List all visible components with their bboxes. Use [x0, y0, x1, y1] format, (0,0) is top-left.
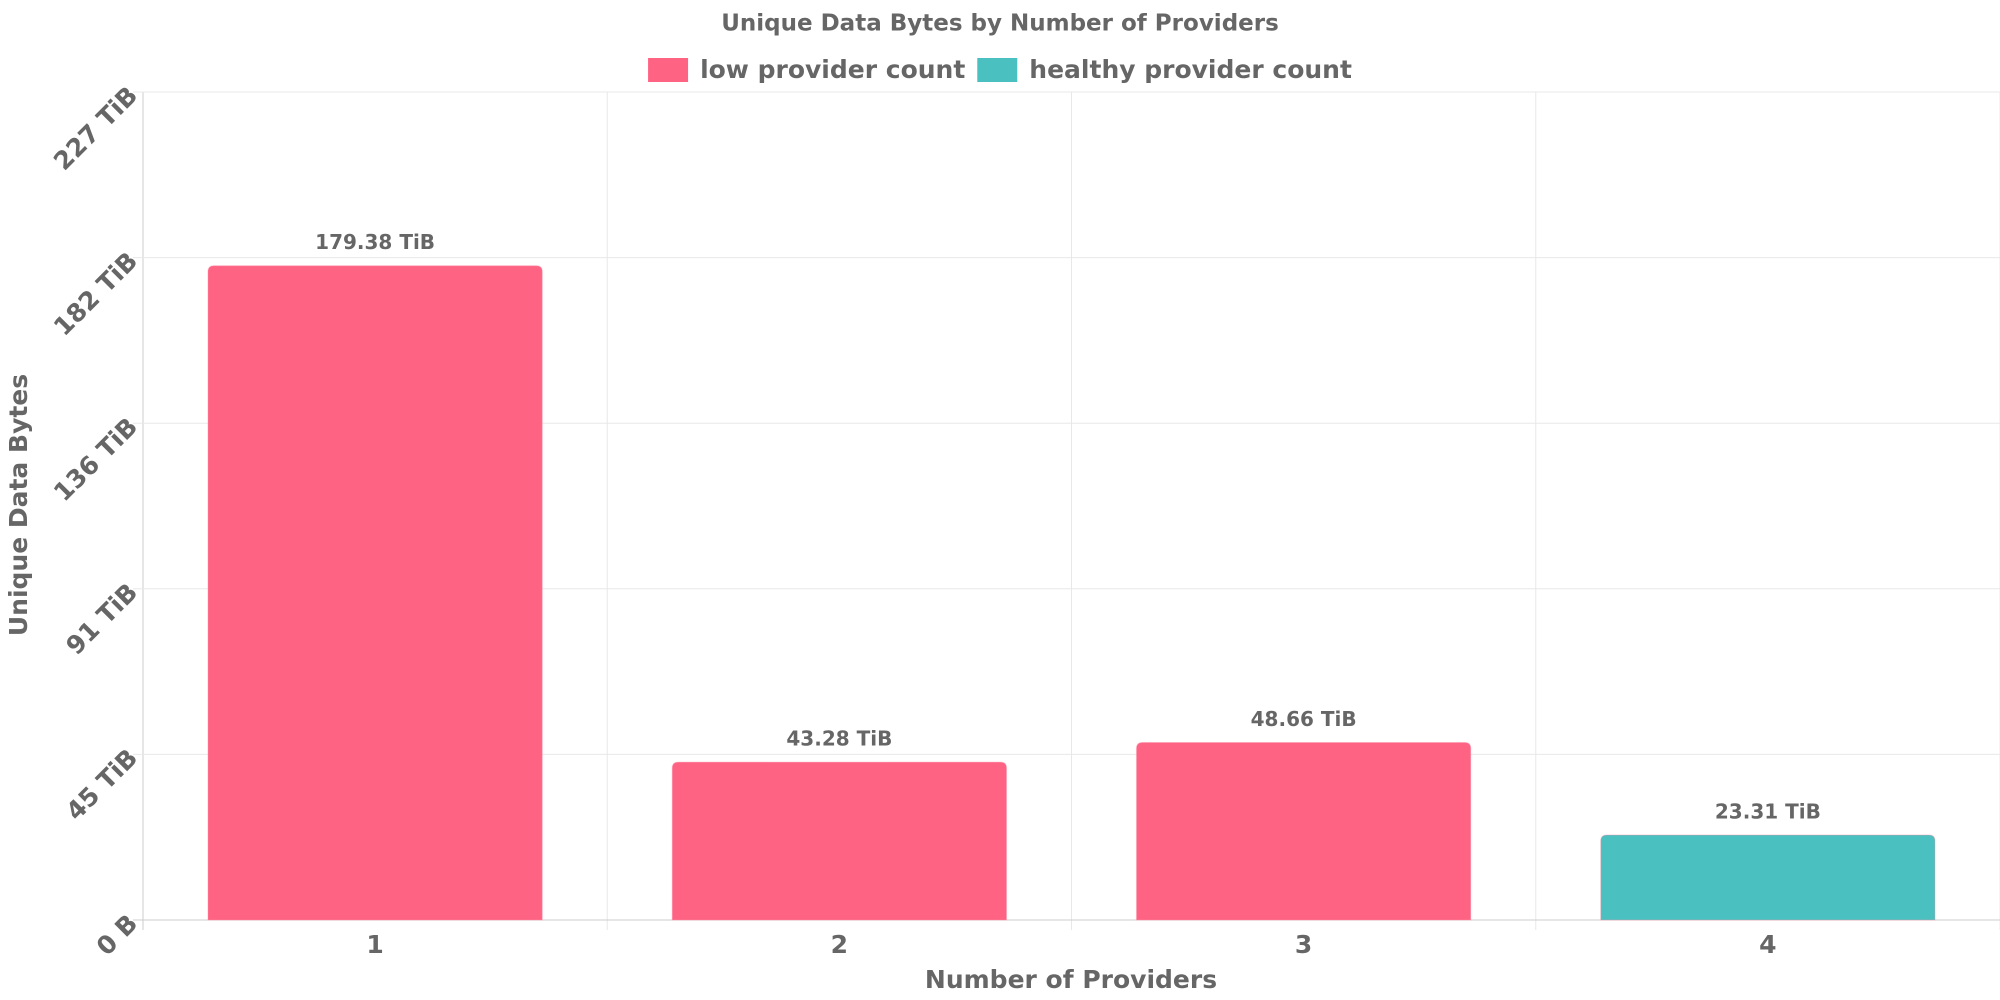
x-axis-label: Number of Providers	[925, 965, 1217, 994]
value-label: 179.38 TiB	[315, 230, 435, 254]
y-tick-label: 227 TiB	[48, 81, 143, 176]
x-tick-label: 1	[366, 930, 383, 959]
legend-label: low provider count	[700, 55, 965, 84]
value-label: 48.66 TiB	[1251, 707, 1357, 731]
y-tick-label: 91 TiB	[60, 577, 143, 660]
y-tick-label: 45 TiB	[60, 743, 143, 826]
legend-label: healthy provider count	[1029, 55, 1352, 84]
legend-swatch	[648, 58, 689, 82]
legend-swatch	[977, 58, 1018, 82]
y-axis-label: Unique Data Bytes	[4, 374, 33, 636]
x-tick-label: 4	[1759, 930, 1776, 959]
value-label: 23.31 TiB	[1715, 799, 1821, 823]
bar	[1135, 742, 1472, 921]
bar	[207, 265, 543, 921]
bar	[1600, 834, 1936, 921]
y-tick-label: 136 TiB	[48, 412, 143, 507]
bar	[671, 761, 1008, 921]
y-tick-label: 0 B	[91, 909, 143, 961]
x-tick-label: 3	[1295, 930, 1312, 959]
y-tick-label: 182 TiB	[48, 246, 143, 341]
x-tick-label: 2	[831, 930, 848, 959]
chart-title: Unique Data Bytes by Number of Providers	[721, 11, 1279, 37]
value-label: 43.28 TiB	[786, 727, 892, 751]
